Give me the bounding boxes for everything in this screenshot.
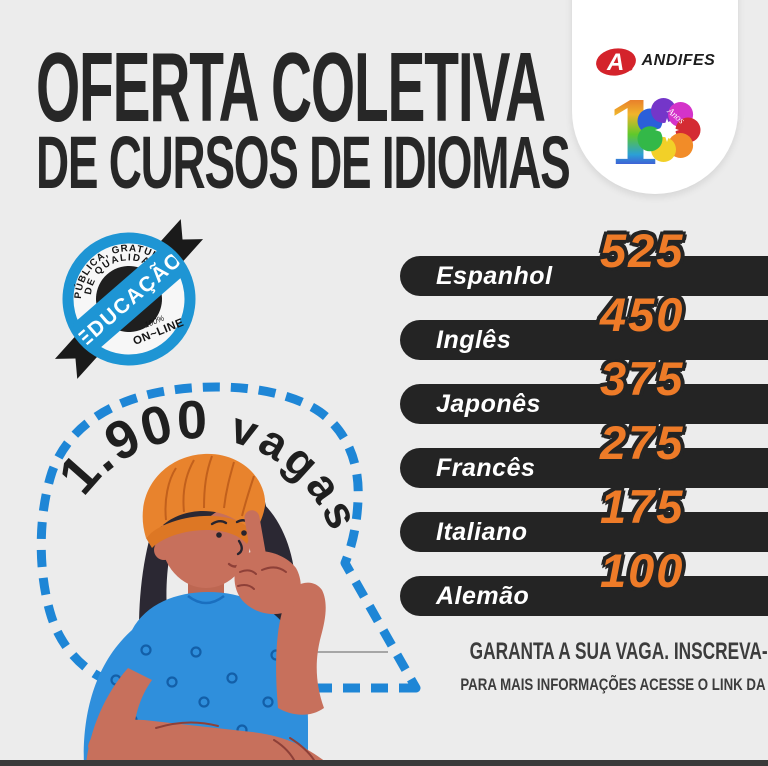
course-language: Japonês [436,389,541,418]
anos-flower: Anos [637,98,701,162]
logo-card: A ANDIFES 1 [572,0,738,194]
course-vacancies: 525 [600,224,685,277]
person-illustration [83,453,326,766]
course-language: Francês [436,453,536,482]
course-language: Italiano [436,517,528,546]
course-row: Japonês 375 [400,355,768,424]
hand-lines [237,566,287,590]
collar [187,594,225,605]
eye-right [241,530,247,536]
course-vacancies: 375 [600,352,685,405]
cta-line-2: PARA MAIS INFORMAÇÕES ACESSE O LINK DA B… [460,673,765,696]
title-line-1: OFERTA COLETIVA [36,32,546,142]
course-row: Espanhol 525 [400,227,768,296]
course-vacancies: 450 [600,288,685,341]
course-language: Inglês [436,325,512,354]
course-language: Espanhol [436,261,553,290]
beanie-ribs [164,455,255,521]
course-row: Alemão 100 [400,547,768,616]
anos-10-icon: 1 Anos [604,84,701,178]
andifes-label: ANDIFES [641,52,716,69]
svg-text:A: A [606,49,624,76]
course-vacancies: 175 [600,480,685,533]
course-list: Espanhol 525 Inglês 450 Japonês 375 Fran… [400,227,768,616]
cta-line-2-prefix: PARA MAIS INFORMAÇÕES ACESSE O LINK DA [460,675,766,694]
bottom-forearm [88,719,326,766]
andifes-logo: A ANDIFES [595,44,716,78]
course-row: Inglês 450 [400,291,768,360]
raised-forearm [276,582,326,715]
eye-left [216,532,222,538]
course-vacancies: 100 [600,544,685,597]
course-vacancies: 275 [600,416,685,469]
course-row: Francês 275 [400,419,768,488]
cta-block: GARANTA A SUA VAGA. INSCREVA-SE! PARA MA… [426,638,768,696]
course-row: Italiano 175 [400,483,768,552]
fist [234,551,301,615]
title-line-2: DE CURSOS DE IDIOMAS [36,121,571,204]
bottom-strip [0,760,768,766]
ear [154,540,174,560]
course-language: Alemão [436,581,530,610]
andifes-icon: A [595,48,636,76]
education-stamp: PÚBLICA, GRATUITA E DE QUALIDADE EDUCAÇÃ… [54,219,204,379]
cta-line-1: GARANTA A SUA VAGA. INSCREVA-SE! [469,638,768,665]
page-title: OFERTA COLETIVA DE CURSOS DE IDIOMAS [36,32,768,204]
